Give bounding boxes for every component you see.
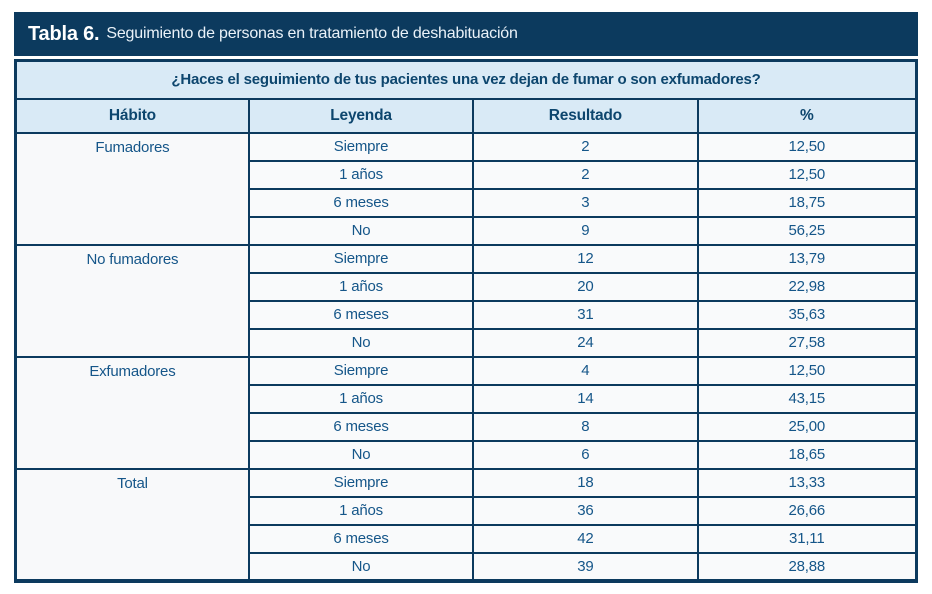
table-row: 1 años 14 43,15	[16, 383, 918, 414]
cell-pct: 12,50	[696, 131, 918, 162]
cell-pct: 28,88	[696, 551, 918, 582]
group-label-exfumadores: Exfumadores	[14, 355, 250, 470]
cell-resultado: 14	[472, 383, 699, 414]
header-row: Hábito Leyenda Resultado %	[14, 97, 918, 134]
table-number: Tabla 6.	[28, 22, 100, 45]
table-row: 1 años 36 26,66	[16, 495, 918, 526]
cell-resultado: 36	[472, 495, 699, 526]
cell-leyenda: 1 años	[247, 383, 475, 414]
cell-leyenda: 6 meses	[247, 299, 475, 330]
cell-resultado: 31	[472, 299, 699, 330]
cell-resultado: 12	[472, 243, 699, 274]
cell-resultado: 2	[472, 131, 699, 162]
group-label-fumadores: Fumadores	[14, 131, 250, 246]
table-title: Seguimiento de personas en tratamiento d…	[106, 25, 518, 42]
column-header-habito: Hábito	[14, 97, 250, 134]
cell-resultado: 42	[472, 523, 699, 554]
cell-pct: 25,00	[696, 411, 918, 442]
table-row: No 6 18,65	[16, 439, 918, 470]
cell-pct: 22,98	[696, 271, 918, 302]
cell-resultado: 2	[472, 159, 699, 190]
table-row: 6 meses 8 25,00	[16, 411, 918, 442]
cell-leyenda: Siempre	[247, 355, 475, 386]
cell-resultado: 3	[472, 187, 699, 218]
data-table: ¿Haces el seguimiento de tus pacientes u…	[14, 59, 918, 583]
table-row: 6 meses 31 35,63	[16, 299, 918, 330]
cell-pct: 27,58	[696, 327, 918, 358]
table-row: No 9 56,25	[16, 215, 918, 246]
cell-pct: 31,11	[696, 523, 918, 554]
cell-pct: 43,15	[696, 383, 918, 414]
question-row: ¿Haces el seguimiento de tus pacientes u…	[14, 59, 918, 100]
cell-leyenda: 1 años	[247, 159, 475, 190]
column-header-resultado: Resultado	[472, 97, 699, 134]
table-row: 6 meses 42 31,11	[16, 523, 918, 554]
group-label-no-fumadores: No fumadores	[14, 243, 250, 358]
cell-pct: 12,50	[696, 355, 918, 386]
cell-resultado: 6	[472, 439, 699, 470]
cell-pct: 18,75	[696, 187, 918, 218]
cell-leyenda: 6 meses	[247, 523, 475, 554]
cell-leyenda: 1 años	[247, 271, 475, 302]
table-row: No fumadores Siempre 12 13,79	[14, 243, 918, 358]
table-row: 6 meses 3 18,75	[16, 187, 918, 218]
cell-resultado: 20	[472, 271, 699, 302]
table-row: 1 años 2 12,50	[16, 159, 918, 190]
table-row: 1 años 20 22,98	[16, 271, 918, 302]
cell-leyenda: Siempre	[247, 243, 475, 274]
cell-leyenda: Siempre	[247, 131, 475, 162]
cell-leyenda: No	[247, 439, 475, 470]
cell-pct: 35,63	[696, 299, 918, 330]
table-title-bar: Tabla 6. Seguimiento de personas en trat…	[14, 12, 918, 56]
table-figure: Tabla 6. Seguimiento de personas en trat…	[14, 12, 918, 583]
cell-pct: 13,79	[696, 243, 918, 274]
table-row: Exfumadores Siempre 4 12,50	[14, 355, 918, 470]
cell-pct: 56,25	[696, 215, 918, 246]
cell-pct: 12,50	[696, 159, 918, 190]
cell-leyenda: 6 meses	[247, 411, 475, 442]
cell-leyenda: No	[247, 551, 475, 582]
question-text: ¿Haces el seguimiento de tus pacientes u…	[14, 59, 918, 100]
cell-leyenda: Siempre	[247, 467, 475, 498]
table-row: No 24 27,58	[16, 327, 918, 358]
column-header-pct: %	[696, 97, 918, 134]
cell-resultado: 18	[472, 467, 699, 498]
cell-resultado: 24	[472, 327, 699, 358]
cell-pct: 26,66	[696, 495, 918, 526]
table-row: Fumadores Siempre 2 12,50	[14, 131, 918, 246]
cell-pct: 13,33	[696, 467, 918, 498]
cell-resultado: 9	[472, 215, 699, 246]
cell-resultado: 39	[472, 551, 699, 582]
group-label-total: Total	[14, 467, 250, 582]
table-row: Total Siempre 18 13,33	[14, 467, 918, 582]
cell-leyenda: No	[247, 215, 475, 246]
cell-resultado: 4	[472, 355, 699, 386]
table-row: No 39 28,88	[16, 551, 918, 582]
cell-pct: 18,65	[696, 439, 918, 470]
cell-leyenda: No	[247, 327, 475, 358]
cell-leyenda: 6 meses	[247, 187, 475, 218]
cell-resultado: 8	[472, 411, 699, 442]
column-header-leyenda: Leyenda	[247, 97, 475, 134]
cell-leyenda: 1 años	[247, 495, 475, 526]
